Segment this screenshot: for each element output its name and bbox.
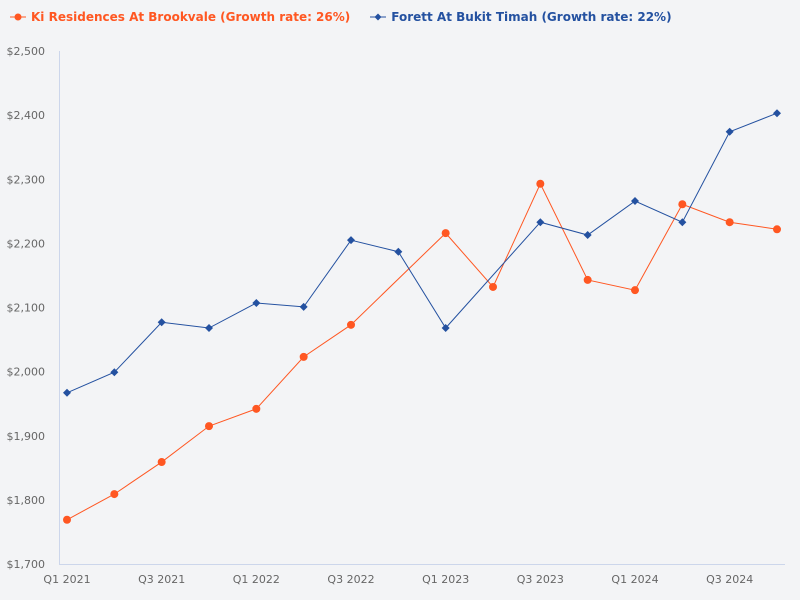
data-point bbox=[725, 218, 734, 227]
data-point bbox=[583, 231, 592, 240]
data-point bbox=[394, 247, 403, 256]
x-tick-label: Q1 2022 bbox=[233, 573, 280, 586]
data-point bbox=[157, 318, 166, 327]
data-point bbox=[773, 225, 781, 234]
legend-item-forett[interactable]: Forett At Bukit Timah (Growth rate: 22%) bbox=[370, 10, 672, 24]
data-point bbox=[110, 368, 119, 377]
series-line-1 bbox=[66, 112, 778, 394]
x-tick-label: Q3 2021 bbox=[138, 573, 185, 586]
x-tick-label: Q3 2022 bbox=[327, 573, 374, 586]
data-point bbox=[63, 388, 71, 397]
series-line-0 bbox=[66, 182, 778, 521]
y-tick-label: $2,500 bbox=[7, 45, 46, 58]
x-tick-label: Q1 2024 bbox=[611, 573, 658, 586]
x-tick-label: Q3 2024 bbox=[706, 573, 753, 586]
circle-marker-icon bbox=[10, 13, 26, 21]
data-point bbox=[441, 229, 450, 238]
y-tick-label: $1,900 bbox=[7, 430, 46, 443]
data-point bbox=[252, 299, 261, 308]
x-tick-label: Q1 2023 bbox=[422, 573, 469, 586]
data-point bbox=[157, 458, 166, 467]
y-tick-label: $1,800 bbox=[7, 494, 46, 507]
data-point bbox=[631, 286, 639, 295]
y-tick-label: $2,400 bbox=[7, 109, 46, 122]
legend: Ki Residences At Brookvale (Growth rate:… bbox=[10, 10, 672, 24]
data-point bbox=[441, 324, 450, 333]
legend-label: Forett At Bukit Timah (Growth rate: 22%) bbox=[391, 10, 672, 24]
y-tick-label: $2,000 bbox=[7, 366, 46, 379]
data-point bbox=[678, 218, 687, 227]
data-point bbox=[725, 127, 734, 136]
data-point bbox=[205, 324, 213, 333]
data-point bbox=[631, 197, 639, 206]
data-point bbox=[347, 320, 355, 329]
data-point bbox=[536, 179, 545, 188]
y-tick-label: $2,200 bbox=[7, 237, 46, 250]
data-point bbox=[252, 404, 261, 413]
data-point bbox=[299, 352, 308, 361]
diamond-marker-icon bbox=[370, 13, 387, 21]
data-point bbox=[583, 275, 592, 284]
y-tick-label: $2,300 bbox=[7, 173, 46, 186]
x-tick-label: Q3 2023 bbox=[517, 573, 564, 586]
data-point bbox=[773, 109, 781, 118]
y-tick-label: $2,100 bbox=[7, 302, 46, 315]
data-point bbox=[299, 302, 308, 311]
y-tick-label: $1,700 bbox=[7, 558, 46, 571]
data-point bbox=[489, 282, 497, 291]
data-point bbox=[63, 515, 71, 524]
x-tick-label: Q1 2021 bbox=[43, 573, 90, 586]
data-point bbox=[205, 422, 213, 431]
legend-item-ki-residences[interactable]: Ki Residences At Brookvale (Growth rate:… bbox=[10, 10, 350, 24]
data-point bbox=[678, 200, 687, 209]
data-point bbox=[536, 218, 545, 227]
legend-label: Ki Residences At Brookvale (Growth rate:… bbox=[31, 10, 351, 24]
data-point bbox=[347, 236, 355, 245]
data-point bbox=[110, 490, 119, 499]
